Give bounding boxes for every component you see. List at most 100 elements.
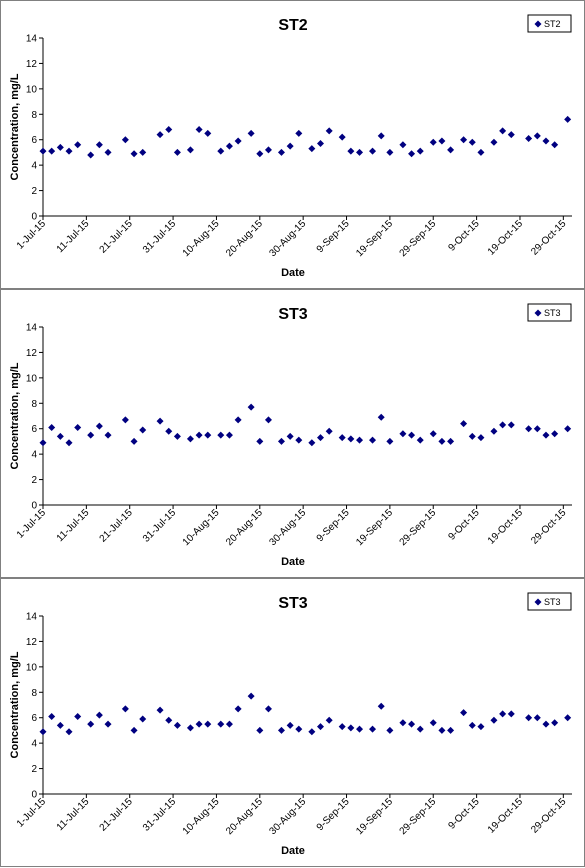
x-tick-label: 19-Sep-15 (354, 507, 395, 548)
data-point (264, 146, 272, 154)
data-point (156, 706, 164, 714)
chart-title: ST3 (278, 306, 307, 323)
legend-box (527, 14, 572, 33)
data-point (542, 720, 550, 728)
data-point (347, 147, 355, 155)
data-point (369, 436, 377, 444)
data-point (65, 147, 73, 155)
y-tick-label: 8 (31, 688, 37, 699)
data-point (447, 726, 455, 734)
y-tick-label: 4 (31, 739, 37, 750)
legend-marker (534, 598, 542, 606)
data-point (39, 439, 47, 447)
data-point (551, 141, 559, 149)
x-tick-label: 29-Oct-15 (529, 796, 569, 836)
y-tick-label: 12 (26, 637, 38, 648)
data-point (295, 725, 303, 733)
data-point (408, 150, 416, 158)
data-point (234, 416, 242, 424)
x-tick-label: 9-Oct-15 (446, 796, 482, 832)
data-point (477, 723, 485, 731)
x-tick-label: 19-Oct-15 (486, 796, 526, 836)
x-tick-label: 29-Oct-15 (529, 218, 569, 258)
data-point (277, 437, 285, 445)
data-point (156, 131, 164, 139)
data-point (95, 422, 103, 430)
x-tick-label: 19-Sep-15 (354, 796, 395, 837)
data-point (460, 136, 468, 144)
data-point (48, 712, 56, 720)
data-point (533, 132, 541, 140)
y-tick-label: 0 (31, 790, 37, 801)
data-point (325, 127, 333, 135)
data-point (317, 434, 325, 442)
data-point (551, 430, 559, 438)
x-axis-title: Date (281, 845, 305, 857)
data-point (186, 435, 194, 443)
data-point (204, 720, 212, 728)
y-tick-label: 0 (31, 501, 37, 512)
data-point (195, 126, 203, 134)
data-point (386, 437, 394, 445)
data-point (295, 436, 303, 444)
data-point (499, 127, 507, 135)
legend-label: ST3 (544, 308, 561, 318)
data-point (308, 439, 316, 447)
x-tick-label: 30-Aug-15 (267, 796, 308, 837)
data-point (186, 724, 194, 732)
x-tick-label: 19-Sep-15 (354, 218, 395, 259)
data-point (377, 132, 385, 140)
data-point (356, 436, 364, 444)
data-point (533, 425, 541, 433)
data-point (256, 726, 264, 734)
data-point (399, 719, 407, 727)
data-point (564, 714, 572, 722)
data-point (447, 146, 455, 154)
chart-svg-2: ST3 0 2 4 6 8 10 12 14 1-Jul-15 11-Jul-15 21-Jul-15… (9, 303, 572, 568)
y-tick-label: 4 (31, 450, 37, 461)
x-tick-label: 20-Aug-15 (224, 796, 265, 837)
y-tick-label: 6 (31, 135, 37, 146)
data-point (121, 416, 129, 424)
data-point (204, 129, 212, 137)
data-point (295, 129, 303, 137)
data-point (74, 423, 82, 431)
data-point (564, 425, 572, 433)
x-axis-title: Date (281, 267, 305, 279)
x-tick-label: 10-Aug-15 (181, 218, 222, 259)
data-point (139, 715, 147, 723)
data-point (325, 716, 333, 724)
data-point (130, 726, 138, 734)
data-point (277, 148, 285, 156)
data-point (286, 721, 294, 729)
chart-panel-1: ST2 0 2 4 6 8 10 12 14 1-Jul-15 11-Jul-15 21-Jul-15… (0, 0, 585, 289)
x-tick-label: 11-Jul-15 (55, 796, 92, 833)
data-point (429, 719, 437, 727)
data-point (416, 436, 424, 444)
data-point (499, 710, 507, 718)
chart-title: ST3 (278, 595, 307, 612)
data-point (95, 141, 103, 149)
y-tick-label: 8 (31, 399, 37, 410)
x-tick-label: 30-Aug-15 (267, 507, 308, 548)
x-tick-label: 21-Jul-15 (98, 218, 136, 256)
data-point (525, 134, 533, 142)
data-point (234, 705, 242, 713)
y-tick-label: 2 (31, 764, 37, 775)
data-point (386, 726, 394, 734)
data-point (447, 437, 455, 445)
data-point (468, 721, 476, 729)
data-point (542, 431, 550, 439)
x-tick-label: 31-Jul-15 (141, 218, 179, 256)
legend-label: ST3 (544, 597, 561, 607)
data-point (277, 726, 285, 734)
data-point (48, 147, 56, 155)
data-point (369, 147, 377, 155)
data-point (356, 148, 364, 156)
x-tick-label: 9-Oct-15 (446, 218, 482, 254)
y-axis-title: Concentration, mg/L (9, 362, 21, 469)
data-point (217, 431, 225, 439)
y-tick-label: 12 (26, 59, 38, 70)
data-point (438, 726, 446, 734)
legend: ST2 (527, 14, 572, 33)
